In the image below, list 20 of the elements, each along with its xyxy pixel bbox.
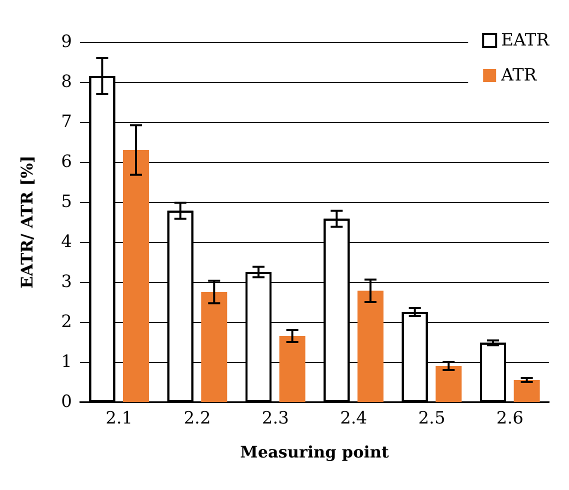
y-tick-label: 3 [61,272,72,292]
x-tick-label: 2.5 [418,408,446,428]
y-tick-label: 6 [61,152,72,172]
y-tick-label: 0 [61,392,72,412]
y-axis-title: EATR/ ATR [%] [18,155,36,289]
y-tick-label: 1 [61,352,72,372]
y-tick-label: 5 [61,192,72,212]
legend-label: EATR [501,30,550,50]
x-axis-title: Measuring point [240,442,390,462]
x-tick-label: 2.6 [496,408,524,428]
y-tick-label: 8 [61,72,72,92]
y-tick-label: 4 [61,232,72,252]
y-tick-label: 9 [61,32,72,52]
x-tick-label: 2.2 [184,408,211,428]
x-tick-label: 2.3 [262,408,289,428]
x-tick-label: 2.4 [340,408,368,428]
legend-label: ATR [500,66,538,86]
x-tick-label: 2.1 [106,408,133,428]
y-tick-label: 2 [61,312,72,332]
y-tick-label: 7 [61,112,72,132]
